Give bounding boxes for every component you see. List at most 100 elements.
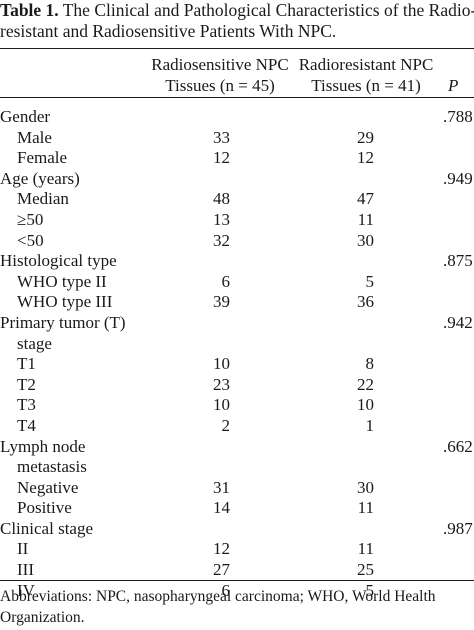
- table-body: Gender .788 Male 33 29 Female 12 12 Age (years).…: [0, 107, 474, 601]
- row-label: Gender: [0, 107, 51, 126]
- table-row: Female 12 12: [0, 148, 474, 169]
- table-row: II 12 11: [0, 539, 474, 560]
- radiosensitive-value: 6: [221, 580, 231, 600]
- radioresistant-value: 5: [365, 271, 375, 291]
- radioresistant-value: 5: [365, 580, 375, 600]
- table-row: III 27 25: [0, 560, 474, 581]
- header-p-value: P: [448, 76, 459, 95]
- header-radiosensitive: Radiosensitive NPC Tissues (n = 45): [150, 54, 290, 96]
- caption-label: Table 1.: [0, 0, 59, 20]
- row-label: stage: [17, 333, 52, 353]
- row-label: T1: [17, 354, 36, 374]
- header-radiosensitive-line-1: Radiosensitive NPC: [151, 55, 289, 74]
- p-value: .987: [443, 518, 473, 538]
- row-label: ≥50: [17, 209, 44, 229]
- table-row: Primary tumor (T) .942: [0, 313, 474, 334]
- row-label: Female: [17, 148, 68, 168]
- table-footnote: Abbreviations: NPC, nasopharyngeal carci…: [0, 586, 474, 628]
- row-label: Lymph node: [0, 436, 86, 456]
- table-row: T1 10 8: [0, 354, 474, 375]
- radiosensitive-value: 10: [213, 395, 230, 415]
- radiosensitive-value: 12: [213, 539, 230, 559]
- row-label: Positive: [17, 498, 72, 518]
- radioresistant-value: 1: [365, 415, 375, 435]
- p-value: .949: [443, 168, 473, 188]
- radiosensitive-value: 31: [213, 477, 230, 497]
- row-label: metastasis: [17, 457, 87, 477]
- row-label: II: [17, 539, 29, 559]
- row-label: T3: [17, 395, 36, 415]
- radiosensitive-value: 39: [213, 292, 230, 312]
- table-row: IV 6 5: [0, 581, 474, 602]
- radioresistant-value: 10: [357, 395, 374, 415]
- radiosensitive-value: 14: [213, 498, 230, 518]
- table-row: T3 10 10: [0, 395, 474, 416]
- header-radioresistant-line-1: Radioresistant NPC: [298, 55, 434, 74]
- radioresistant-value: 36: [357, 292, 374, 312]
- table-caption: Table 1. The Clinical and Pathological C…: [0, 0, 474, 42]
- radioresistant-value: 30: [357, 230, 374, 250]
- radiosensitive-value: 33: [213, 127, 230, 147]
- header-radiosensitive-line-2: Tissues (n = 45): [165, 76, 275, 95]
- radiosensitive-value: 13: [213, 209, 230, 229]
- header-rule: [0, 97, 474, 98]
- table-row: <50 32 30: [0, 231, 474, 252]
- header-radioresistant-line-2: Tissues (n = 41): [311, 76, 421, 95]
- row-label: III: [17, 560, 34, 580]
- radioresistant-value: 11: [357, 209, 374, 229]
- bottom-rule: [0, 580, 474, 581]
- top-rule: [0, 48, 474, 49]
- radioresistant-value: 30: [357, 477, 374, 497]
- row-label: WHO type II: [17, 271, 107, 291]
- footnote-line-2: Organization.: [0, 609, 85, 626]
- row-label: Clinical stage: [0, 518, 94, 538]
- table-row: WHO type II 6 5: [0, 272, 474, 293]
- radiosensitive-value: 23: [213, 374, 230, 394]
- p-value: .875: [443, 251, 473, 271]
- radioresistant-value: 11: [357, 539, 374, 559]
- radioresistant-value: 29: [357, 127, 374, 147]
- header-radioresistant: Radioresistant NPC Tissues (n = 41): [292, 54, 440, 96]
- table-row: T2 23 22: [0, 375, 474, 396]
- caption-line-2: resistant and Radiosensitive Patients Wi…: [0, 21, 337, 41]
- table-row: Age (years) .949: [0, 169, 474, 190]
- table-row: Lymph node .662: [0, 437, 474, 458]
- row-label: T2: [17, 374, 36, 394]
- caption-line-1: Table 1. The Clinical and Pathological C…: [0, 0, 474, 21]
- row-label: IV: [17, 580, 35, 600]
- row-label: Median: [17, 189, 69, 209]
- radioresistant-value: 22: [357, 374, 374, 394]
- caption-text-1: The Clinical and Pathological Characteri…: [58, 0, 474, 20]
- row-label: Primary tumor (T): [0, 312, 126, 332]
- p-value: .788: [443, 107, 473, 126]
- table-row: Histological type .875: [0, 251, 474, 272]
- radioresistant-value: 8: [365, 354, 375, 374]
- row-label: <50: [17, 230, 44, 250]
- footnote-line-1: Abbreviations: NPC, nasopharyngeal carci…: [0, 588, 436, 605]
- radiosensitive-value: 10: [213, 354, 230, 374]
- radiosensitive-value: 27: [213, 560, 230, 580]
- radiosensitive-value: 32: [213, 230, 230, 250]
- row-label: Age (years): [0, 168, 80, 188]
- radiosensitive-value: 48: [213, 189, 230, 209]
- row-label: WHO type III: [17, 292, 113, 312]
- p-value: .662: [443, 436, 473, 456]
- table-row: ≥50 13 11: [0, 210, 474, 231]
- radiosensitive-value: 12: [213, 148, 230, 168]
- table-row: Positive 14 11: [0, 498, 474, 519]
- table-row: Negative 31 30: [0, 478, 474, 499]
- radioresistant-value: 12: [357, 148, 374, 168]
- radiosensitive-value: 6: [221, 271, 231, 291]
- radioresistant-value: 25: [357, 560, 374, 580]
- radiosensitive-value: 2: [221, 415, 231, 435]
- row-label: Male: [17, 127, 52, 147]
- row-label: T4: [17, 415, 36, 435]
- p-value: .942: [443, 312, 473, 332]
- table-row: Male 33 29: [0, 128, 474, 149]
- table-row: Clinical stage .987: [0, 519, 474, 540]
- radioresistant-value: 11: [357, 498, 374, 518]
- radioresistant-value: 47: [357, 189, 374, 209]
- table-row: metastasis: [0, 457, 474, 478]
- table-row: WHO type III 39 36: [0, 292, 474, 313]
